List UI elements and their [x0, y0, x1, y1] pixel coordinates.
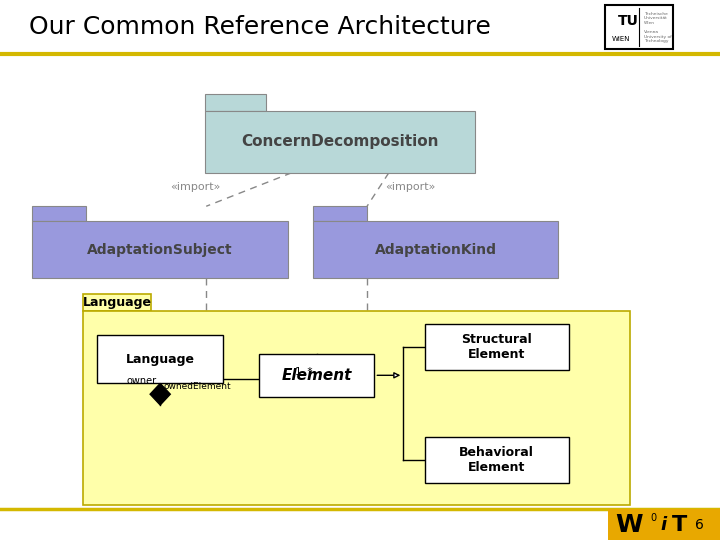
Text: AdaptationSubject: AdaptationSubject: [87, 243, 233, 256]
Text: «import»: «import»: [385, 182, 436, 192]
Text: Language: Language: [83, 296, 151, 309]
Text: Technische
Universität
Wien: Technische Universität Wien: [644, 12, 667, 25]
Text: 1..*: 1..*: [294, 367, 313, 377]
Bar: [259, 354, 374, 397]
Bar: [205, 94, 266, 111]
Bar: [83, 310, 630, 505]
Bar: [608, 509, 720, 540]
Text: W: W: [616, 513, 643, 537]
Text: AdaptationKind: AdaptationKind: [374, 243, 497, 256]
Text: Our Common Reference Architecture: Our Common Reference Architecture: [29, 15, 490, 39]
Text: WIEN: WIEN: [612, 36, 631, 42]
Bar: [605, 5, 673, 49]
Text: Behavioral
Element: Behavioral Element: [459, 447, 534, 474]
Bar: [205, 111, 475, 173]
Text: i: i: [660, 516, 667, 535]
Text: ownedElement: ownedElement: [164, 382, 231, 391]
Bar: [97, 335, 223, 383]
Text: Structural
Element: Structural Element: [462, 333, 532, 361]
Bar: [32, 206, 86, 221]
Polygon shape: [150, 383, 171, 405]
Text: Vienna
University of
Technology: Vienna University of Technology: [644, 30, 672, 43]
Text: owner: owner: [127, 376, 157, 386]
Text: ConcernDecomposition: ConcernDecomposition: [241, 134, 439, 149]
Text: Element: Element: [282, 368, 352, 383]
Text: «import»: «import»: [170, 182, 220, 192]
Text: TU: TU: [618, 14, 639, 28]
Text: T: T: [672, 515, 687, 535]
Bar: [425, 437, 569, 483]
Text: 6: 6: [696, 518, 704, 532]
Bar: [313, 206, 367, 221]
Bar: [313, 221, 558, 278]
Bar: [32, 221, 288, 278]
Text: Language: Language: [126, 353, 194, 366]
Text: 0: 0: [650, 514, 657, 523]
Bar: [83, 294, 151, 310]
Bar: [425, 324, 569, 370]
